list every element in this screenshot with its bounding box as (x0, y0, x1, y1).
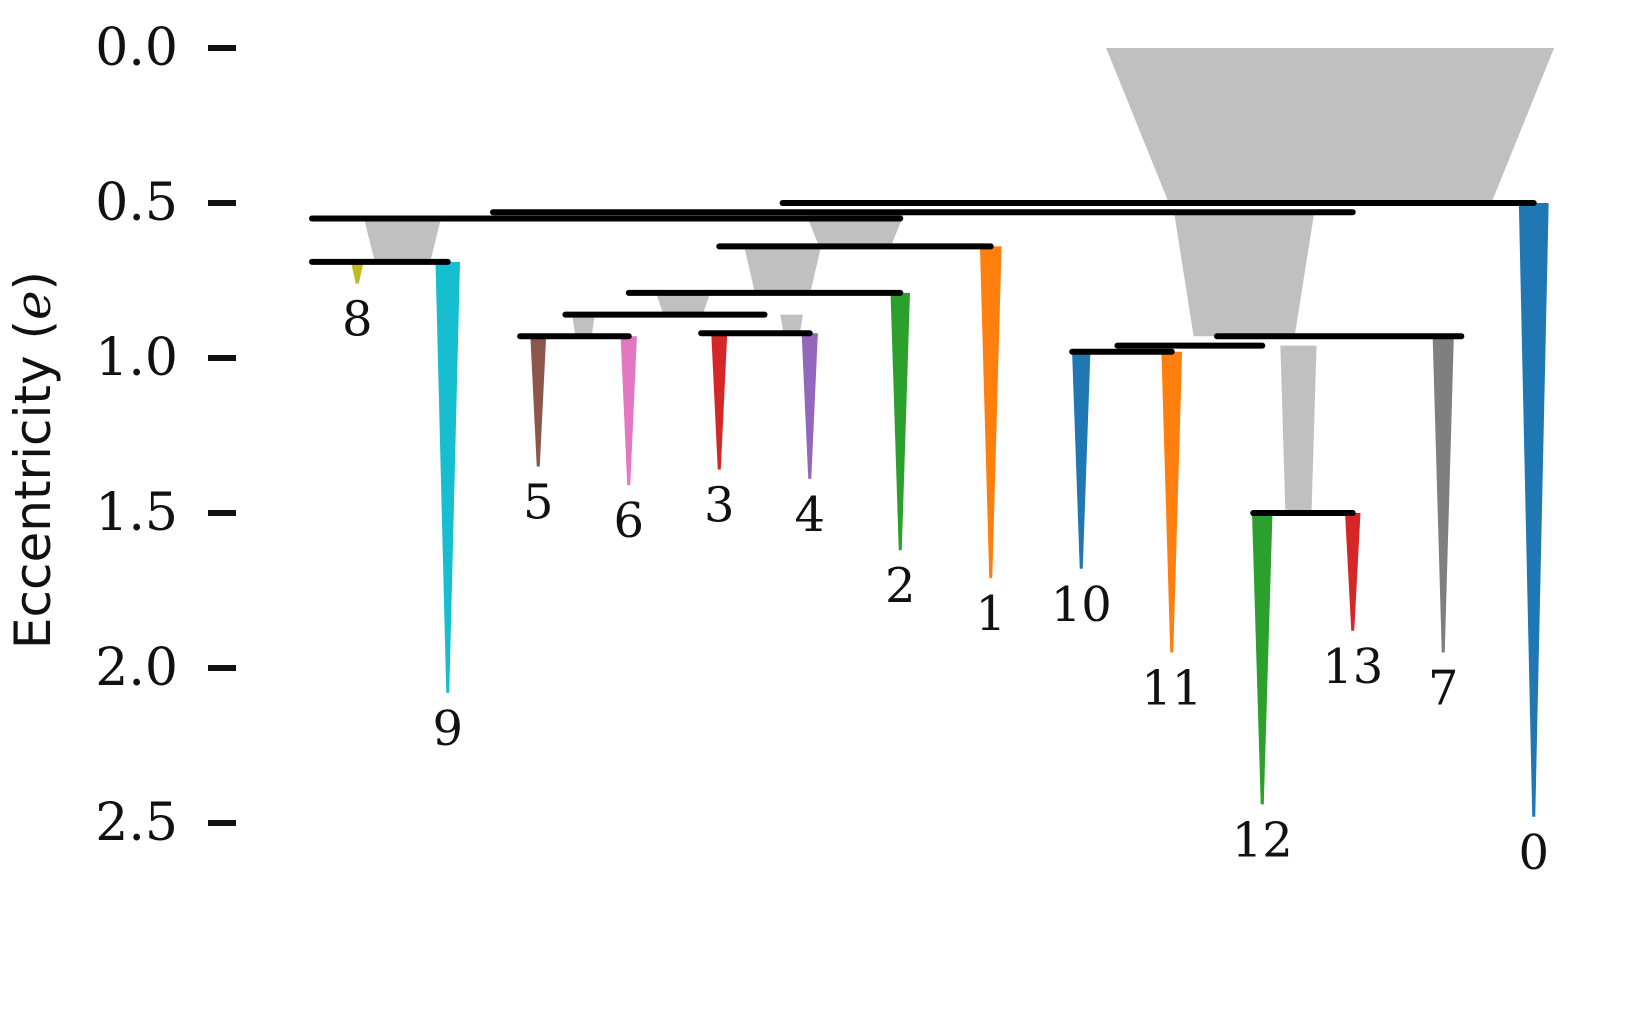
leaf-label-10: 10 (1051, 577, 1112, 633)
trunk-t_f (572, 314, 595, 337)
merge-lines (309, 200, 1537, 516)
icicle-leaf-7 (1432, 336, 1454, 653)
y-axis: 0.0 0.5 1.0 1.5 2.0 2.5 (95, 18, 236, 853)
trunk-t_e (655, 292, 711, 315)
icicle-leaf-2 (890, 292, 910, 551)
icicle-leaf-0 (1518, 203, 1549, 817)
leaf-icicles (350, 203, 1549, 817)
leaf-label-3: 3 (704, 478, 735, 534)
icicle-leaf-8 (350, 261, 364, 284)
leaf-label-12: 12 (1232, 812, 1293, 868)
trunk-t_b (364, 218, 441, 262)
leaf-label-8: 8 (342, 292, 373, 348)
y-tick-label: 1.0 (95, 328, 178, 388)
trunk-t_d (744, 246, 822, 293)
leaf-label-4: 4 (794, 487, 825, 543)
trunk-t_h (1280, 345, 1317, 513)
leaf-label-7: 7 (1428, 661, 1459, 717)
trunk-root (1106, 48, 1555, 203)
leaf-label-0: 0 (1518, 825, 1549, 881)
y-tick-label: 0.0 (95, 18, 178, 78)
leaf-label-11: 11 (1141, 661, 1202, 717)
leaf-label-2: 2 (885, 558, 916, 614)
y-tick-label: 1.5 (95, 483, 178, 543)
icicle-leaf-11 (1161, 351, 1183, 653)
icicle-leaf-9 (435, 261, 461, 693)
leaf-labels: 8 9 5 6 3 4 2 1 10 11 12 13 7 0 (342, 292, 1549, 881)
trunk-t_g (780, 314, 803, 334)
leaf-label-9: 9 (432, 701, 463, 757)
y-tick-label: 2.5 (95, 793, 178, 853)
icicle-leaf-4 (801, 333, 818, 479)
icicle-leaf-10 (1072, 351, 1091, 569)
y-tick-label: 0.5 (95, 173, 178, 233)
icicle-leaf-3 (711, 333, 728, 470)
leaf-label-5: 5 (523, 475, 554, 531)
y-tick-label: 2.0 (95, 638, 178, 698)
leaf-label-6: 6 (613, 493, 644, 549)
icicle-leaf-12 (1252, 513, 1273, 805)
icicle-leaf-6 (620, 336, 637, 486)
trunk-t_a (1174, 212, 1315, 337)
leaf-label-1: 1 (975, 586, 1006, 642)
icicle-leaf-5 (530, 336, 547, 467)
internal-trunks (364, 48, 1555, 513)
icicle-leaf-13 (1345, 513, 1361, 631)
icicle-leaf-1 (979, 246, 1002, 579)
y-axis-label: Eccentricity (e) (4, 271, 62, 649)
leaf-label-13: 13 (1322, 639, 1383, 695)
